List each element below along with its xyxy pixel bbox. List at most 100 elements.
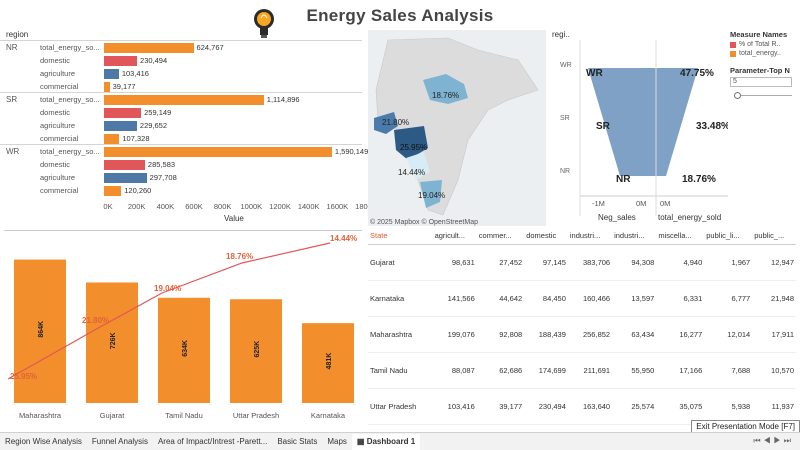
- pareto-bar: [302, 323, 354, 403]
- column-header[interactable]: agricult...: [432, 228, 477, 245]
- region-bar[interactable]: [104, 160, 145, 170]
- region-bar[interactable]: [104, 186, 122, 196]
- region-bar-row[interactable]: domestic 230,494: [40, 55, 362, 67]
- axis-tick-label: 1000K: [240, 202, 263, 211]
- maharashtra-region[interactable]: [394, 126, 428, 160]
- region-bar-row[interactable]: agriculture 103,416: [40, 68, 362, 80]
- table-cell: 16,277: [656, 316, 705, 353]
- parameter-input[interactable]: 5: [730, 77, 792, 87]
- region-bar[interactable]: [104, 56, 138, 66]
- table-cell: 35,075: [656, 388, 705, 425]
- table-row[interactable]: Maharashtra 199,076 92,808 188,439 256,852 63…: [368, 316, 796, 353]
- pareto-percent-label: 25.95%: [10, 372, 37, 381]
- table-cell: 103,416: [432, 388, 477, 425]
- table-cell: Karnataka: [368, 280, 433, 317]
- bar-category-label: agriculture: [40, 173, 76, 182]
- region-bar-row[interactable]: total_energy_so... 624,767: [40, 42, 362, 54]
- table-cell: 97,145: [524, 244, 568, 281]
- bar-category-label: agriculture: [40, 121, 76, 130]
- axis-tick-label: 200K: [127, 202, 146, 211]
- bar-value-label: 230,494: [140, 56, 168, 65]
- gujarat-region[interactable]: [374, 112, 398, 134]
- sheet-tab[interactable]: ▦ Dashboard 1: [351, 433, 421, 450]
- bar-value-label: 39,177: [112, 82, 136, 91]
- axis-tick-label: 600K: [185, 202, 203, 211]
- pareto-bar: [14, 259, 66, 403]
- map-percent-label: 21.80%: [382, 118, 409, 127]
- axis-tick-label: 400K: [156, 202, 175, 211]
- region-bar-row[interactable]: domestic 259,149: [40, 107, 362, 119]
- karnataka-region[interactable]: [406, 152, 430, 180]
- column-header[interactable]: miscella...: [656, 228, 705, 245]
- column-header[interactable]: domestic: [524, 228, 568, 245]
- bar-category-label: commercial: [40, 186, 79, 195]
- bar-value-label: 229,652: [139, 121, 168, 130]
- table-cell: 27,452: [476, 244, 525, 281]
- parameter-slider[interactable]: [730, 91, 792, 99]
- column-header[interactable]: public_li...: [704, 228, 753, 245]
- region-bar[interactable]: [104, 82, 110, 92]
- region-bar-row[interactable]: commercial 107,328: [40, 133, 362, 145]
- slider-knob[interactable]: [734, 92, 741, 99]
- column-header[interactable]: industri...: [567, 228, 613, 245]
- column-header[interactable]: public_...: [752, 228, 796, 245]
- india-map[interactable]: 18.76% 21.80% 25.95% 14.44% 19.04% © 202…: [368, 30, 546, 226]
- sheet-tab[interactable]: Funnel Analysis: [91, 436, 148, 446]
- table-cell: 160,466: [567, 280, 613, 317]
- pareto-category-label: Tamil Nadu: [165, 411, 203, 420]
- uttar-pradesh-region[interactable]: [423, 74, 468, 104]
- table-cell: 211,691: [567, 352, 613, 389]
- region-bar[interactable]: [104, 134, 120, 144]
- region-bar-row[interactable]: domestic 285,583: [40, 159, 362, 171]
- bar-value-label: 297,708: [149, 173, 177, 182]
- legend-item-label: total_energy..: [739, 50, 781, 57]
- table-cell: 174,699: [524, 352, 568, 389]
- region-bar-row[interactable]: commercial 120,260: [40, 185, 362, 197]
- funnel-axis-region: NR: [560, 168, 570, 175]
- funnel-percent-label: 18.76%: [682, 174, 716, 185]
- tab-navigation-icons[interactable]: ⏮◀▶⏭: [753, 436, 794, 445]
- region-bar[interactable]: [104, 173, 147, 183]
- region-bar[interactable]: [104, 69, 119, 79]
- table-cell: 141,566: [432, 280, 477, 317]
- bar-value-label: 103,416: [121, 69, 149, 78]
- region-bar[interactable]: [104, 121, 137, 131]
- funnel-axis-region: WR: [560, 62, 572, 69]
- region-bar[interactable]: [104, 108, 142, 118]
- column-header[interactable]: State: [368, 228, 433, 245]
- bar-category-label: agriculture: [40, 69, 76, 78]
- measure-legend: Measure Names % of Total R.. total_energ…: [730, 30, 800, 110]
- bar-category-label: domestic: [40, 108, 71, 117]
- bar-category-label: total_energy_so...: [40, 147, 100, 156]
- map-credit: © 2025 Mapbox © OpenStreetMap: [370, 219, 478, 226]
- tamil-nadu-region[interactable]: [420, 180, 442, 208]
- map-percent-label: 25.95%: [400, 143, 427, 152]
- region-bar-row[interactable]: total_energy_so... 1,590,149: [40, 146, 368, 158]
- region-bar-row[interactable]: agriculture 297,708: [40, 172, 362, 184]
- region-bar[interactable]: [104, 43, 194, 53]
- region-bar[interactable]: [104, 95, 264, 105]
- table-row[interactable]: Uttar Pradesh 103,416 39,177 230,494 163,640…: [368, 388, 796, 425]
- sheet-tab[interactable]: Maps: [327, 436, 347, 446]
- region-bar-row[interactable]: commercial 39,177: [40, 81, 362, 93]
- lightbulb-icon: [254, 9, 274, 38]
- table-cell: 13,597: [612, 280, 657, 317]
- sheet-tab[interactable]: Region Wise Analysis: [5, 436, 82, 446]
- pareto-bar-value-label: 634K: [182, 340, 189, 357]
- region-group: SR total_energy_so... 1,114,896 domestic 259…: [0, 92, 362, 144]
- table-row[interactable]: Karnataka 141,566 44,642 84,450 160,466 13,59…: [368, 280, 796, 317]
- region-bar-row[interactable]: agriculture 229,652: [40, 120, 362, 132]
- sheet-tab[interactable]: Basic Stats: [277, 436, 318, 446]
- column-header[interactable]: industri...: [612, 228, 657, 245]
- table-cell: 6,331: [656, 280, 705, 317]
- pareto-category-label: Uttar Pradesh: [233, 411, 279, 420]
- table-cell: 39,177: [476, 388, 525, 425]
- sheet-tabs: Region Wise Analysis Funnel Analysis Area …: [0, 432, 800, 450]
- region-bar[interactable]: [104, 147, 332, 157]
- table-row[interactable]: Tamil Nadu 88,087 62,686 174,699 211,691 55,9…: [368, 352, 796, 389]
- sheet-tab[interactable]: Area of Impact/Intrest -Parett...: [157, 436, 268, 446]
- table-cell: 94,308: [612, 244, 657, 281]
- column-header[interactable]: commer...: [476, 228, 525, 245]
- table-row[interactable]: Gujarat 98,631 27,452 97,145 383,706 94,308 4,…: [368, 244, 796, 281]
- region-bar-row[interactable]: total_energy_so... 1,114,896: [40, 94, 362, 106]
